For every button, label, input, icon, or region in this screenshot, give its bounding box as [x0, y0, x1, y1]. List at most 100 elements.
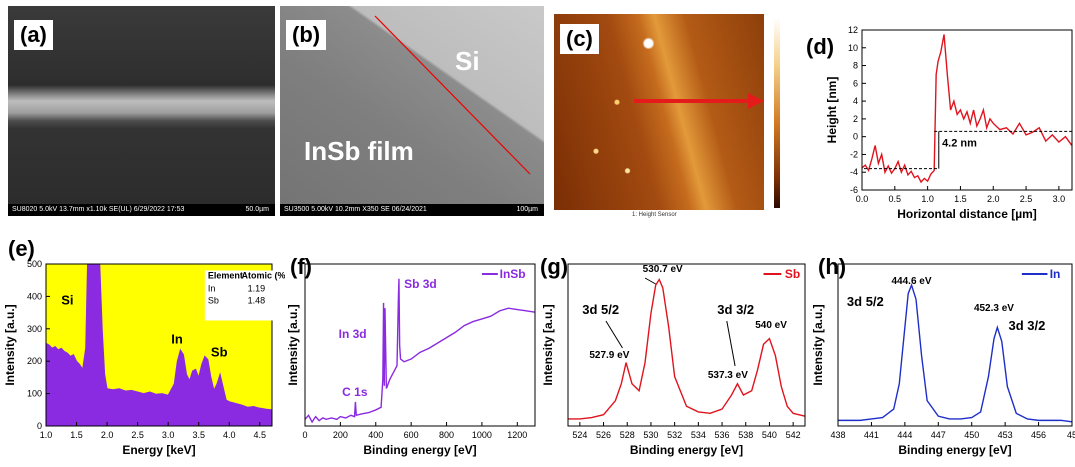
peak-energy-label: 537.3 eV: [708, 370, 748, 381]
panel-label-d: (d): [806, 34, 835, 59]
orbital-label: 3d 3/2: [717, 302, 754, 317]
x-tick-label: 800: [439, 430, 454, 440]
panel-label-c: (c): [560, 24, 599, 54]
legend-element: In: [208, 284, 216, 294]
legend-header-element: Element: [208, 271, 243, 281]
peak-label: In 3d: [339, 327, 367, 341]
sem-info-bar: SU8020 5.0kV 13.7mm x1.10k SE(UL) 6/29/2…: [8, 204, 275, 216]
afm-profile-arrow: [634, 93, 764, 109]
peak-energy-label: 452.3 eV: [974, 303, 1014, 314]
pointer-line: [644, 277, 656, 285]
x-tick-label: 45: [1067, 430, 1075, 440]
x-axis-label: Binding energy [eV]: [898, 443, 1011, 457]
spectrum-area: [45, 263, 273, 427]
label-insb-film: InSb film: [304, 136, 414, 166]
y-tick-label: 2: [853, 114, 858, 124]
chart-e: 1.0 1.5 2.0 2.5 3.0 3.5 4.0 4.5 0 100 200 300 400 500…: [3, 259, 285, 457]
sem-info-bar: SU3500 5.00kV 10.2mm X350 SE 06/24/2021 1…: [280, 204, 544, 216]
peak-energy-label: 540 eV: [755, 320, 787, 331]
x-tick-label: 528: [620, 430, 635, 440]
red-boundary-line: [374, 15, 531, 175]
legend-box: [204, 270, 285, 321]
x-tick-label: 530: [643, 430, 658, 440]
x-tick-label: 542: [786, 430, 801, 440]
y-tick-label: 10: [848, 43, 858, 53]
peak-label: Sb 3d: [404, 277, 437, 291]
x-tick-label: 441: [864, 430, 879, 440]
x-tick-label: 534: [691, 430, 706, 440]
series-line: [568, 277, 806, 420]
panel-label-e: (e): [8, 236, 35, 261]
panel-c: 1: Height Sensor: [552, 6, 792, 218]
x-tick-label: 453: [998, 430, 1013, 440]
peak-energy-label: 530.7 eV: [643, 264, 683, 275]
legend-label: Sb: [785, 267, 800, 281]
x-tick-label: 447: [931, 430, 946, 440]
y-axis-label: Intensity [a.u.]: [286, 304, 300, 385]
label-si: Si: [455, 46, 480, 76]
x-tick-label: 0.0: [856, 194, 869, 204]
sem-info: SU8020 5.0kV 13.7mm x1.10k SE(UL) 6/29/2…: [12, 206, 185, 213]
y-tick-label: 300: [27, 324, 42, 334]
peak-label: Si: [61, 293, 73, 308]
plot-frame: [861, 29, 1073, 191]
x-tick-label: 538: [738, 430, 753, 440]
x-tick-label: 1.0: [921, 194, 934, 204]
peak-label: Sb: [211, 344, 228, 359]
y-tick-label: 500: [27, 259, 42, 269]
chart-d: 0.0 0.5 1.0 1.5 2.0 2.5 3.0 -6 -4 -2 0 2 4 6 8 10 12 Hori…: [825, 25, 1073, 221]
series-line: [304, 278, 536, 424]
y-tick-label: 0: [853, 132, 858, 142]
x-tick-label: 2.5: [1020, 194, 1033, 204]
y-tick-label: 0: [37, 421, 42, 431]
x-tick-label: 0: [302, 430, 307, 440]
legend-label: InSb: [500, 267, 526, 281]
x-tick-label: 444: [897, 430, 912, 440]
panel-label-a: (a): [14, 20, 53, 50]
legend-label: In: [1050, 267, 1061, 281]
sem-info: SU3500 5.00kV 10.2mm X350 SE 06/24/2021: [284, 206, 427, 213]
chart-f: 0 200 400 600 800 1000 1200 Binding energy [eV]…: [286, 263, 536, 457]
legend-element: Sb: [208, 296, 219, 306]
y-tick-label: 4: [853, 96, 858, 106]
x-tick-label: 3.0: [162, 430, 175, 440]
x-tick-label: 524: [572, 430, 587, 440]
chart-h: 438 441 444 447 450 453 456 45 Binding energy [e…: [811, 263, 1075, 457]
boundary-line: [374, 15, 531, 175]
x-tick-label: 1000: [472, 430, 492, 440]
y-tick-label: -4: [850, 167, 858, 177]
peak-label: In: [171, 331, 183, 346]
orbital-label: 3d 3/2: [1008, 318, 1045, 333]
x-tick-label: 526: [596, 430, 611, 440]
x-tick-label: 400: [368, 430, 383, 440]
plot-frame: [567, 263, 806, 427]
x-tick-label: 540: [762, 430, 777, 440]
y-axis-label: Height [nm]: [825, 77, 839, 144]
x-tick-label: 0.5: [889, 194, 902, 204]
x-tick-label: 456: [1031, 430, 1046, 440]
legend-header-atomic: Atomic (%): [241, 271, 285, 281]
y-axis-label: Intensity [a.u.]: [811, 304, 825, 385]
legend-value: 1.48: [248, 296, 266, 306]
y-tick-label: 8: [853, 61, 858, 71]
x-tick-label: 438: [830, 430, 845, 440]
pointer-line: [726, 320, 736, 367]
scale-label: 100µm: [516, 206, 538, 213]
x-tick-label: 532: [667, 430, 682, 440]
x-tick-label: 1.5: [70, 430, 83, 440]
pointer-line: [605, 320, 623, 349]
orbital-label: 3d 5/2: [847, 294, 884, 309]
x-tick-label: 450: [964, 430, 979, 440]
x-tick-label: 3.5: [192, 430, 205, 440]
x-tick-label: 2.5: [131, 430, 144, 440]
y-tick-label: 6: [853, 78, 858, 88]
y-tick-label: -6: [850, 185, 858, 195]
plot-frame: [304, 263, 536, 427]
x-tick-label: 3.0: [1053, 194, 1066, 204]
afm-caption: 1: Height Sensor: [632, 212, 677, 218]
y-axis-label: Intensity [a.u.]: [541, 304, 555, 385]
x-tick-label: 1.5: [954, 194, 967, 204]
x-tick-label: 4.0: [223, 430, 236, 440]
x-axis-label: Binding energy [eV]: [630, 443, 743, 457]
panel-label-h: (h): [818, 254, 847, 279]
